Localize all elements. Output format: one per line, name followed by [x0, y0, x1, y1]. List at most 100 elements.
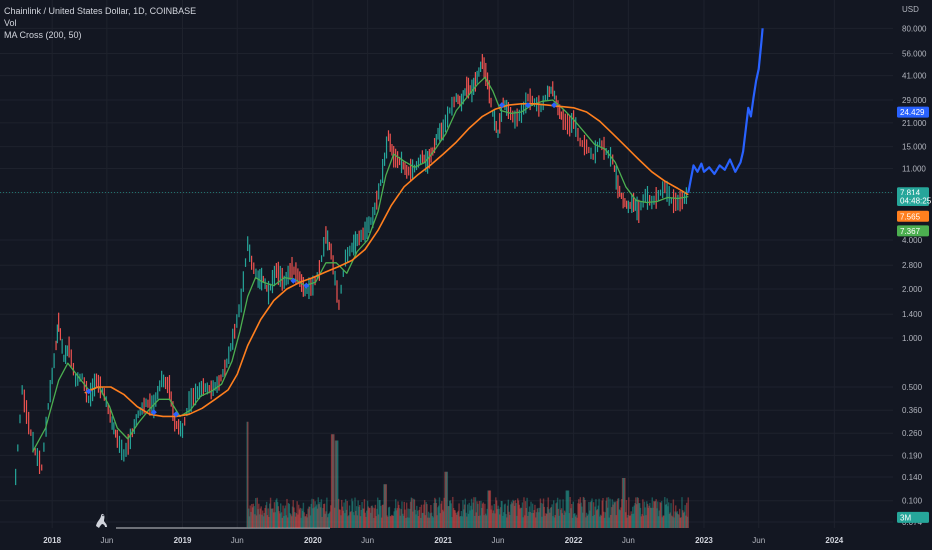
volume-bar — [403, 501, 406, 528]
volume-bar — [545, 513, 547, 528]
volume-bar — [452, 508, 455, 528]
volume-bar — [304, 516, 306, 528]
volume-bar — [413, 499, 416, 528]
volume-bar — [650, 508, 653, 528]
volume-bar — [504, 503, 506, 528]
volume-bar — [370, 505, 373, 528]
volume-bar — [355, 510, 357, 528]
volume-bar — [554, 515, 556, 528]
tradingview-logo-icon[interactable] — [96, 513, 107, 528]
volume-bar — [640, 516, 643, 528]
volume-bar — [305, 514, 308, 528]
y-tick-label: 1.000 — [902, 334, 923, 343]
volume-bar — [519, 508, 521, 528]
time-axis[interactable]: 2018 Jun 2019 Jun 2020 Jun 2021 Jun 2022 Jun 2023 J… — [43, 536, 844, 545]
ma50-line — [32, 76, 689, 453]
volume-bar — [397, 501, 399, 528]
volume-bar — [375, 516, 377, 528]
volume-bar — [463, 504, 466, 528]
volume-bar — [355, 506, 358, 528]
volume-bar — [348, 505, 351, 528]
symbol-title[interactable]: Chainlink / United States Dollar, 1D, CO… — [4, 6, 197, 16]
volume-bar — [391, 515, 394, 528]
volume-bar — [269, 503, 271, 528]
volume-bar — [253, 506, 255, 528]
price-axis[interactable]: 80.000 56.000 41.000 29.000 21.000 15.000 11.0… — [902, 24, 927, 527]
volume-bar — [515, 503, 517, 528]
volume-bar — [570, 503, 573, 528]
volume-bar — [363, 499, 366, 528]
y-tick-label: 41.000 — [902, 72, 927, 81]
volume-bar — [588, 501, 590, 528]
volume-bar — [424, 515, 427, 528]
ma-cross-marker — [85, 388, 92, 395]
volume-bar — [506, 505, 509, 528]
volume-bar — [582, 496, 585, 528]
volume-bar — [672, 499, 675, 528]
volume-bar — [642, 499, 644, 528]
volume-bar — [472, 502, 474, 528]
volume-bar — [538, 512, 540, 528]
volume-bar — [646, 503, 649, 528]
ma200-line — [84, 103, 689, 418]
volume-bar — [405, 502, 408, 528]
volume-bar — [651, 497, 653, 528]
volume-bar — [249, 505, 251, 528]
volume-bar — [297, 514, 299, 528]
volume-bar — [341, 506, 344, 528]
volume-bar — [250, 511, 252, 528]
volume-bar — [481, 507, 483, 528]
volume-bar — [636, 497, 639, 528]
volume-bar — [546, 507, 549, 528]
price-badge — [897, 511, 929, 523]
volume-bar — [685, 502, 688, 528]
volume-bar — [475, 512, 477, 528]
volume-bar — [299, 507, 301, 528]
volume-bar — [342, 510, 344, 528]
x-tick-label: 2019 — [174, 536, 192, 545]
price-badge-label: 3M — [900, 513, 911, 522]
volume-bar — [588, 510, 591, 528]
volume-bar — [484, 513, 487, 528]
y-tick-label: 56.000 — [902, 50, 927, 59]
volume-bar — [476, 501, 478, 528]
volume-bar — [398, 508, 401, 528]
volume-bar — [529, 512, 531, 528]
volume-bar — [683, 511, 686, 528]
volume-bar — [305, 516, 307, 528]
volume-bar — [527, 515, 529, 528]
volume-bar — [425, 502, 427, 528]
volume-bar — [655, 499, 657, 528]
price-badge-label: 24.429 — [900, 108, 925, 117]
volume-bar — [282, 505, 284, 528]
volume-bar — [511, 503, 513, 528]
volume-bar — [386, 515, 388, 528]
volume-bar — [303, 512, 305, 528]
ma-cross-marker — [524, 102, 531, 109]
price-badge-label: 04:48:25 — [900, 196, 932, 205]
volume-bar — [378, 500, 380, 528]
volume-bar — [474, 515, 476, 528]
volume-bar — [567, 490, 570, 528]
volume-bar — [407, 508, 409, 528]
ma-cross-indicator-label[interactable]: MA Cross (200, 50) — [4, 30, 82, 40]
volume-bar — [332, 434, 334, 528]
volume-bar — [660, 501, 663, 528]
volume-bar — [589, 502, 592, 528]
volume-indicator-label[interactable]: Vol — [4, 18, 17, 28]
volume-bar — [401, 501, 403, 528]
volume-bar — [484, 503, 486, 528]
volume-bar — [577, 503, 579, 528]
volume-bar — [415, 514, 417, 528]
volume-bar — [450, 503, 452, 528]
volume-bar — [251, 507, 254, 528]
volume-bar — [408, 517, 410, 528]
volume-bar — [488, 490, 491, 528]
volume-bar — [442, 511, 445, 528]
volume-bar — [465, 512, 467, 528]
volume-bar — [440, 503, 442, 528]
x-tick-label: Jun — [492, 536, 505, 545]
y-tick-label: 0.100 — [902, 497, 923, 506]
price-badge-label: 7.565 — [900, 212, 921, 221]
